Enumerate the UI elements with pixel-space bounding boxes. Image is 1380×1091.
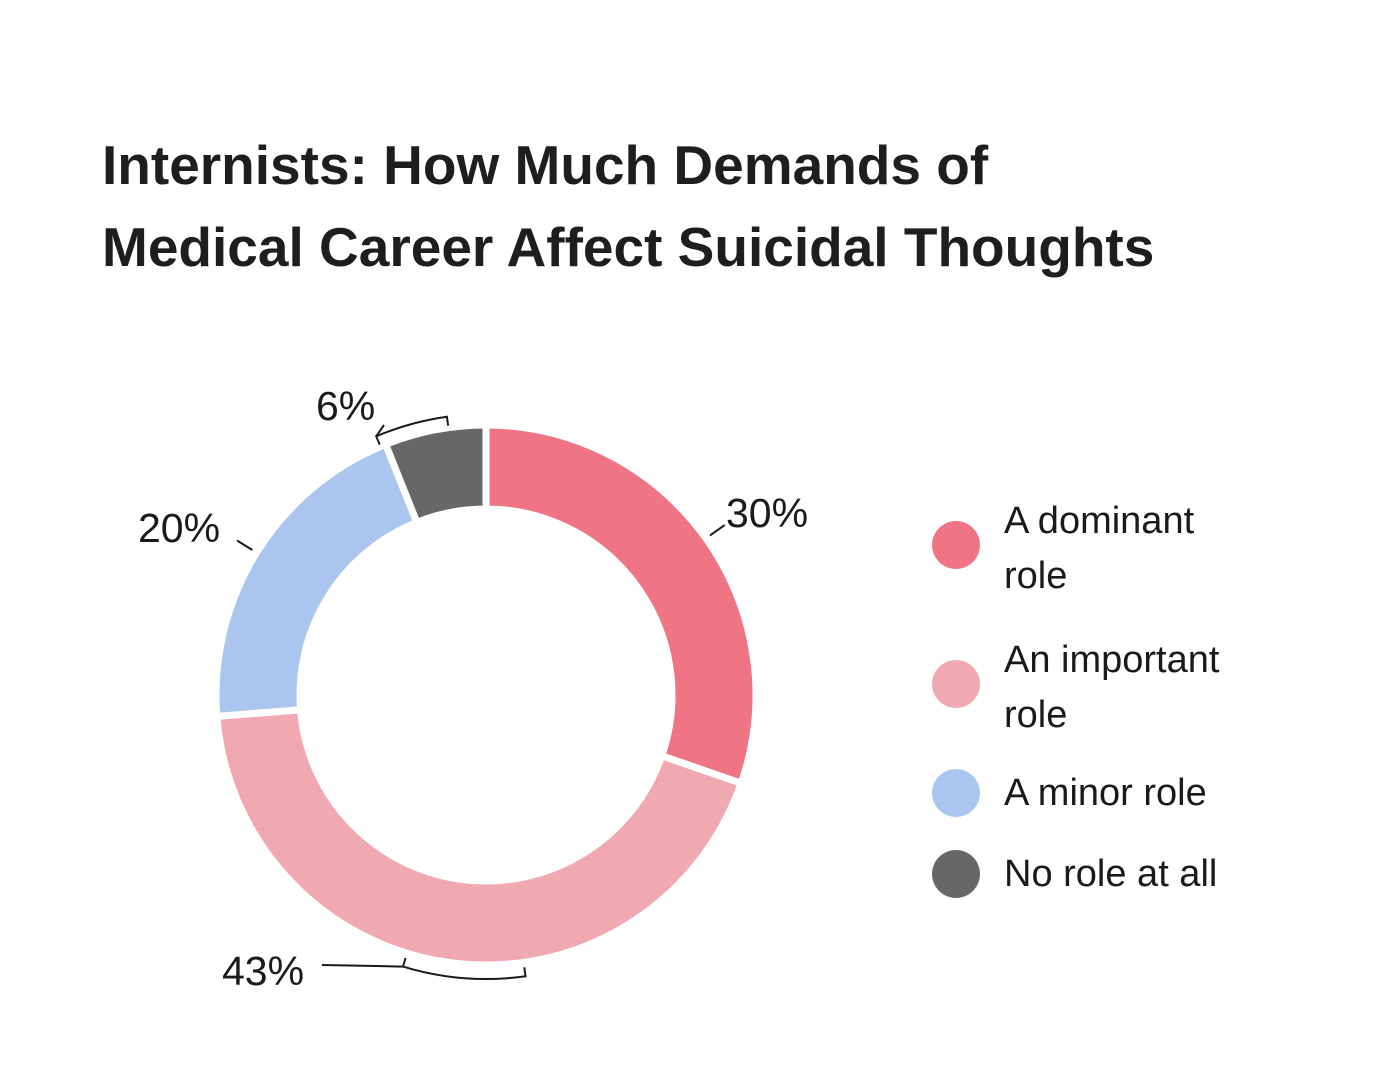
- legend-label-minor-role: A minor role: [1004, 772, 1207, 814]
- data-labels: 30% 43% 20% 6%: [138, 383, 808, 994]
- legend-swatch-important-role: [932, 660, 980, 708]
- legend-swatch-minor-role: [932, 769, 980, 817]
- legend-swatch-dominant-role: [932, 521, 980, 569]
- data-label-no-role: 6%: [316, 383, 375, 429]
- label-leader-lines: [236, 415, 726, 980]
- legend-label-no-role: No role at all: [1004, 853, 1218, 895]
- legend-label-important-role: An important role: [1004, 639, 1220, 736]
- slice-minor-role: [212, 439, 422, 721]
- chart-title-line-1: Internists: How Much Demands of: [102, 134, 989, 196]
- chart-title-line-2: Medical Career Affect Suicidal Thoughts: [102, 216, 1155, 278]
- leader-line-no-role: [375, 424, 385, 437]
- leader-line-important-role: [321, 964, 403, 968]
- leader-bracket-important-role: [401, 957, 527, 980]
- slice-no-role: [381, 421, 490, 527]
- slice-dominant-role: [482, 421, 760, 788]
- leader-line-dominant-role: [709, 524, 726, 537]
- legend-swatch-no-role: [932, 850, 980, 898]
- data-label-important-role: 43%: [222, 948, 304, 994]
- slice-important-role: [213, 705, 746, 969]
- leader-line-minor-role: [236, 539, 253, 551]
- data-label-minor-role: 20%: [138, 505, 220, 551]
- donut-slices: [212, 421, 760, 969]
- data-label-dominant-role: 30%: [726, 490, 808, 536]
- chart-title: Internists: How Much Demands of Medical …: [102, 124, 1342, 288]
- legend-label-dominant-role: A dominant role: [1004, 500, 1195, 597]
